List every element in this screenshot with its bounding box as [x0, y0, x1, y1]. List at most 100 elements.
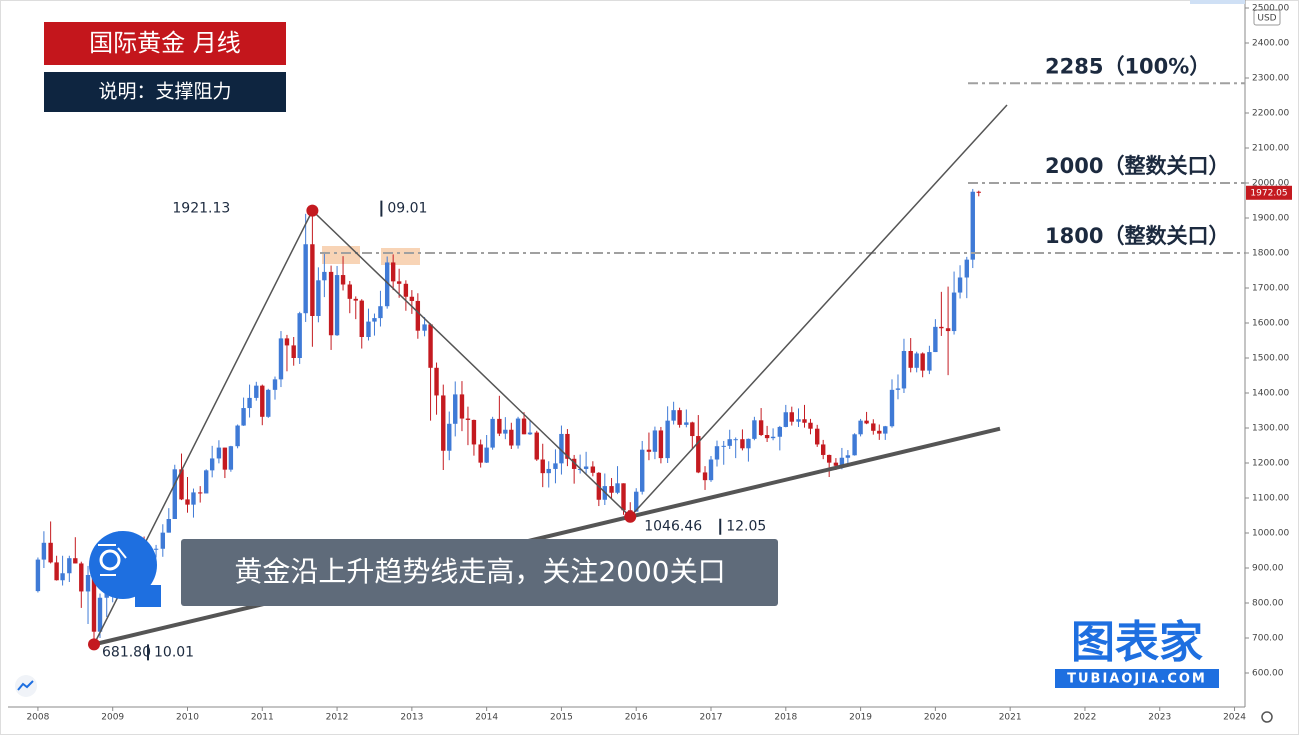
level-label: 2000（整数关口） [1045, 154, 1229, 178]
caption: 黄金沿上升趋势线走高，关注2000关口 [234, 555, 725, 588]
candle-body [652, 430, 658, 452]
candle-body [79, 563, 84, 592]
candle-body [366, 321, 371, 337]
candle-body [634, 491, 639, 512]
candle-body [228, 446, 234, 470]
candle-body [396, 281, 402, 284]
caption-box [181, 539, 778, 606]
robot-circuit [98, 544, 127, 576]
candle-body [534, 432, 539, 460]
candle-body [783, 412, 788, 427]
candle-body [447, 423, 452, 451]
settings-icon[interactable] [1261, 711, 1273, 723]
candle-body [808, 422, 813, 429]
candle-body [957, 277, 963, 293]
time-tick-label: 2008 [26, 713, 49, 723]
candle-body [590, 466, 596, 473]
candle-body [658, 430, 664, 459]
candle-body [241, 408, 246, 426]
candle-body [235, 425, 240, 447]
level-label: 1800（整数关口） [1045, 224, 1229, 248]
candle-body [546, 468, 551, 474]
candle-body [97, 597, 103, 632]
candle-body [185, 499, 190, 505]
candle-body [310, 244, 315, 316]
candle-body [390, 262, 396, 282]
candle-body [278, 338, 284, 380]
candle-body [60, 573, 65, 581]
price-tick-label: 1600.00 [1252, 319, 1289, 329]
resistance-trend [629, 104, 1008, 518]
price-tick-label: 1500.00 [1252, 354, 1289, 364]
candle-body [895, 388, 901, 390]
candle-body [409, 296, 415, 301]
top-strip [1190, 0, 1245, 4]
price-tick-label: 2100.00 [1252, 144, 1289, 154]
candle-body [746, 438, 751, 449]
highlight-box [322, 246, 360, 264]
price-tick-label: 2000.00 [1252, 179, 1289, 189]
pivot-dot [624, 510, 637, 523]
candle-body [927, 352, 932, 371]
price-tick-label: 1800.00 [1252, 249, 1289, 259]
candle-body [889, 389, 895, 427]
candle-body [216, 447, 222, 459]
candle-body [503, 429, 508, 434]
price-tick-label: 600.00 [1252, 669, 1284, 679]
candle-body [758, 420, 764, 435]
candle-body [820, 444, 826, 455]
candle-body [478, 444, 483, 463]
candle-body [490, 418, 495, 448]
candle-body [179, 469, 184, 500]
candle-body [521, 418, 527, 435]
pivot-price: 1046.46 [644, 519, 702, 535]
brand-url-box [1055, 669, 1219, 688]
pivot-date: 10.01 [154, 644, 194, 660]
time-tick-label: 2011 [251, 713, 274, 723]
time-tick-label: 2020 [924, 713, 947, 723]
time-tick-label: 2009 [101, 713, 124, 723]
candle-body [540, 459, 545, 474]
candle-body [453, 394, 458, 424]
candle-body [254, 385, 259, 398]
candle-body [621, 483, 626, 511]
candle-body [559, 433, 564, 464]
candle-body [67, 558, 72, 574]
candle-body [740, 439, 745, 449]
candle-body [328, 271, 334, 336]
candle-body [789, 412, 794, 422]
candle-body [73, 558, 78, 564]
candle-body [441, 395, 446, 451]
price-tick-label: 1700.00 [1252, 284, 1289, 294]
time-tick-label: 2024 [1223, 713, 1246, 723]
candle-body [677, 410, 682, 425]
robot-neck [135, 585, 161, 607]
candle-body [209, 458, 215, 471]
time-tick-label: 2014 [475, 713, 498, 723]
time-tick-label: 2023 [1148, 713, 1171, 723]
candle-body [802, 419, 807, 423]
candle-body [471, 419, 477, 445]
candle-body [372, 318, 377, 322]
candle-body [160, 532, 166, 549]
candle-body [908, 351, 913, 368]
candle-body [191, 492, 196, 505]
pivot-dot [306, 204, 319, 217]
price-tick-label: 2500.00 [1252, 4, 1289, 14]
candle-body [920, 353, 925, 371]
brand-url: TUBIAOJIA.COM [1067, 672, 1207, 687]
time-tick-label: 2022 [1073, 713, 1096, 723]
subtitle: 说明：支撑阻力 [98, 81, 231, 103]
price-tick-label: 800.00 [1252, 599, 1284, 609]
pivot-date: 09.01 [387, 201, 427, 217]
time-tick-label: 2013 [400, 713, 423, 723]
pivot-date: 12.05 [726, 519, 766, 535]
candle-body [733, 439, 738, 441]
candle-body [359, 300, 364, 337]
candle-body [702, 472, 708, 481]
candle-body [609, 486, 614, 493]
candle-body [272, 379, 278, 390]
currency: USD [1257, 14, 1276, 24]
candle-body [353, 298, 358, 301]
candle-body [322, 271, 327, 281]
